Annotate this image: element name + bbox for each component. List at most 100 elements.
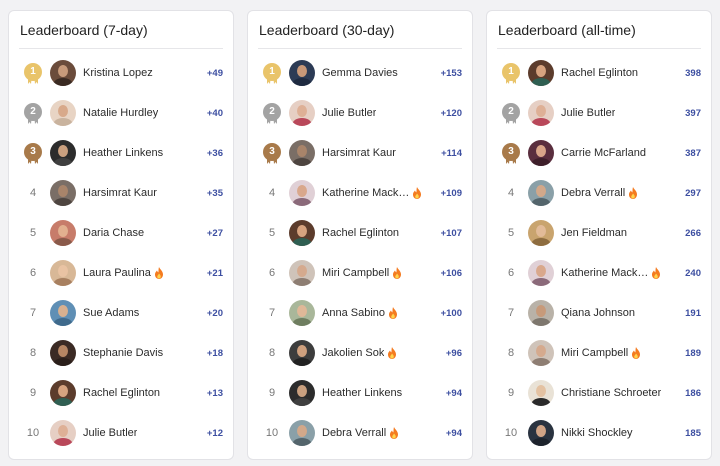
avatar[interactable] (528, 380, 554, 406)
avatar[interactable] (50, 260, 76, 286)
avatar[interactable] (50, 380, 76, 406)
avatar[interactable] (289, 100, 315, 126)
member-name[interactable]: Katherine Mack… (561, 267, 661, 279)
avatar[interactable] (528, 340, 554, 366)
leaderboard-row[interactable]: 1 Kristina Lopez +49 (19, 53, 223, 93)
member-name[interactable]: Jakolien Sok (322, 347, 422, 359)
gold-medal-icon: 1 (502, 62, 520, 84)
avatar[interactable] (528, 180, 554, 206)
avatar[interactable] (289, 340, 315, 366)
leaderboard-row[interactable]: 5 Daria Chase +27 (19, 213, 223, 253)
avatar[interactable] (528, 100, 554, 126)
leaderboard-row[interactable]: 8 Stephanie Davis +18 (19, 333, 223, 373)
leaderboard-row[interactable]: 7 Sue Adams +20 (19, 293, 223, 333)
leaderboard-row[interactable]: 2 Julie Butler +120 (258, 93, 462, 133)
member-name[interactable]: Daria Chase (83, 227, 183, 239)
leaderboard-row[interactable]: 6 Laura Paulina +21 (19, 253, 223, 293)
member-name[interactable]: Rachel Eglinton (322, 227, 422, 239)
member-name[interactable]: Debra Verrall (561, 187, 661, 199)
avatar[interactable] (289, 220, 315, 246)
leaderboard-row[interactable]: 7 Qiana Johnson 191 (497, 293, 701, 333)
avatar[interactable] (289, 140, 315, 166)
leaderboard-row[interactable]: 6 Miri Campbell +106 (258, 253, 462, 293)
leaderboard-row[interactable]: 3 Heather Linkens +36 (19, 133, 223, 173)
avatar-shoulders (53, 118, 73, 126)
avatar[interactable] (50, 180, 76, 206)
leaderboard-row[interactable]: 1 Rachel Eglinton 398 (497, 53, 701, 93)
member-name[interactable]: Qiana Johnson (561, 307, 661, 319)
leaderboard-row[interactable]: 10 Nikki Shockley 185 (497, 413, 701, 453)
member-name[interactable]: Heather Linkens (83, 147, 183, 159)
avatar[interactable] (289, 420, 315, 446)
member-name[interactable]: Julie Butler (561, 107, 661, 119)
member-name[interactable]: Debra Verrall (322, 427, 422, 439)
avatar-shoulders (53, 438, 73, 446)
avatar[interactable] (289, 260, 315, 286)
avatar[interactable] (50, 420, 76, 446)
leaderboard-row[interactable]: 8 Miri Campbell 189 (497, 333, 701, 373)
avatar[interactable] (528, 220, 554, 246)
member-name[interactable]: Nikki Shockley (561, 427, 661, 439)
leaderboard-row[interactable]: 1 Gemma Davies +153 (258, 53, 462, 93)
leaderboard-row[interactable]: 9 Heather Linkens +94 (258, 373, 462, 413)
member-name[interactable]: Anna Sabino (322, 307, 422, 319)
avatar[interactable] (50, 340, 76, 366)
member-name[interactable]: Julie Butler (83, 427, 183, 439)
member-name[interactable]: Harsimrat Kaur (83, 187, 183, 199)
member-name[interactable]: Julie Butler (322, 107, 422, 119)
avatar[interactable] (289, 180, 315, 206)
member-name[interactable]: Heather Linkens (322, 387, 422, 399)
rank-number: 3 (24, 142, 42, 161)
avatar[interactable] (50, 300, 76, 326)
avatar[interactable] (528, 140, 554, 166)
leaderboard-row[interactable]: 8 Jakolien Sok +96 (258, 333, 462, 373)
leaderboard-row[interactable]: 10 Julie Butler +12 (19, 413, 223, 453)
member-name[interactable]: Gemma Davies (322, 67, 422, 79)
avatar[interactable] (528, 260, 554, 286)
leaderboard-row[interactable]: 5 Rachel Eglinton +107 (258, 213, 462, 253)
leaderboard-row[interactable]: 9 Christiane Schroeter 186 (497, 373, 701, 413)
member-name[interactable]: Miri Campbell (561, 347, 661, 359)
avatar[interactable] (289, 380, 315, 406)
leaderboard-row[interactable]: 2 Natalie Hurdley +40 (19, 93, 223, 133)
leaderboard-row[interactable]: 3 Harsimrat Kaur +114 (258, 133, 462, 173)
avatar[interactable] (528, 60, 554, 86)
leaderboard-row[interactable]: 7 Anna Sabino +100 (258, 293, 462, 333)
member-name[interactable]: Jen Fieldman (561, 227, 661, 239)
member-name[interactable]: Rachel Eglinton (561, 67, 661, 79)
member-name[interactable]: Kristina Lopez (83, 67, 183, 79)
member-name[interactable]: Sue Adams (83, 307, 183, 319)
avatar[interactable] (50, 60, 76, 86)
leaderboard-row[interactable]: 9 Rachel Eglinton +13 (19, 373, 223, 413)
leaderboard-row[interactable]: 4 Harsimrat Kaur +35 (19, 173, 223, 213)
member-name[interactable]: Laura Paulina (83, 267, 183, 279)
member-name[interactable]: Rachel Eglinton (83, 387, 183, 399)
member-name[interactable]: Miri Campbell (322, 267, 422, 279)
score-value: +153 (440, 67, 462, 79)
member-name[interactable]: Carrie McFarland (561, 147, 661, 159)
leaderboard-row[interactable]: 10 Debra Verrall +94 (258, 413, 462, 453)
leaderboard-row[interactable]: 6 Katherine Mack… 240 (497, 253, 701, 293)
member-name[interactable]: Natalie Hurdley (83, 107, 183, 119)
avatar[interactable] (289, 60, 315, 86)
fire-icon (388, 347, 397, 359)
leaderboard-row[interactable]: 4 Katherine Mack… +109 (258, 173, 462, 213)
leaderboard-row[interactable]: 2 Julie Butler 397 (497, 93, 701, 133)
avatar[interactable] (528, 300, 554, 326)
member-name-text: Gemma Davies (322, 67, 398, 79)
avatar[interactable] (50, 100, 76, 126)
member-name[interactable]: Katherine Mack… (322, 187, 422, 199)
avatar-shoulders (531, 118, 551, 126)
avatar-shoulders (53, 398, 73, 406)
avatar[interactable] (289, 300, 315, 326)
member-name[interactable]: Harsimrat Kaur (322, 147, 422, 159)
leaderboard-row[interactable]: 5 Jen Fieldman 266 (497, 213, 701, 253)
leaderboard-row[interactable]: 3 Carrie McFarland 387 (497, 133, 701, 173)
avatar[interactable] (50, 140, 76, 166)
leaderboard-row[interactable]: 4 Debra Verrall 297 (497, 173, 701, 213)
avatar[interactable] (528, 420, 554, 446)
rank-medal: 3 (497, 142, 525, 164)
member-name[interactable]: Stephanie Davis (83, 347, 183, 359)
avatar[interactable] (50, 220, 76, 246)
member-name[interactable]: Christiane Schroeter (561, 387, 661, 399)
